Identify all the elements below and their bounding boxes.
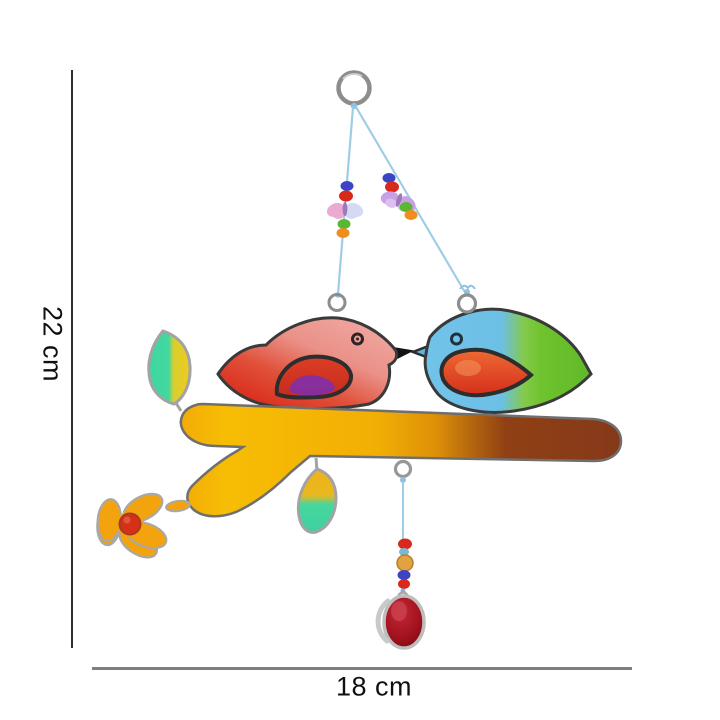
string-knot — [464, 289, 470, 295]
bead — [339, 190, 353, 202]
right-string-beads — [380, 173, 418, 220]
bead — [340, 181, 354, 191]
butterfly-bead — [326, 202, 364, 219]
upper-leaf — [147, 329, 192, 412]
branch — [179, 402, 623, 518]
bead — [404, 210, 418, 220]
bead — [397, 570, 411, 580]
left-bird-pupil — [356, 337, 359, 341]
bead — [398, 538, 412, 550]
flower-stem — [165, 499, 191, 513]
butterfly-wing — [332, 210, 345, 219]
left-bird-wing-purple — [289, 375, 335, 396]
right-bird-wing-highlight — [455, 360, 481, 376]
bead — [382, 173, 396, 183]
flower-center-glint — [123, 516, 131, 524]
string-bow — [459, 284, 476, 290]
butterfly-wing — [345, 210, 358, 219]
pendant-loop — [393, 459, 413, 479]
right-bird-eye — [450, 332, 463, 346]
bead — [337, 219, 351, 229]
leaf — [296, 467, 338, 534]
butterfly-body — [342, 202, 348, 216]
width-dimension-label: 18 cm — [335, 671, 413, 702]
bead — [396, 554, 414, 572]
left-string-beads — [326, 181, 364, 238]
bead — [398, 579, 410, 589]
pendant — [375, 459, 426, 650]
drop-silver-rim — [375, 598, 391, 644]
flower-center — [118, 512, 142, 536]
lower-leaf — [296, 457, 338, 534]
ring-glint — [342, 73, 363, 80]
width-dimension-line — [92, 667, 632, 670]
butterfly-body — [395, 193, 403, 207]
string-knot — [400, 477, 406, 483]
flower — [96, 492, 191, 559]
bead — [385, 181, 399, 193]
leaf-stem — [174, 402, 183, 412]
right-bird-hanging-loop — [456, 293, 478, 314]
left-bird — [216, 292, 415, 411]
bead — [336, 228, 350, 238]
left-bird-eye — [351, 332, 364, 346]
bead — [399, 202, 413, 212]
right-bird — [409, 284, 593, 414]
bead — [399, 548, 409, 556]
height-dimension-line — [71, 70, 73, 648]
drop-highlight — [391, 601, 407, 621]
height-dimension-label: 22 cm — [37, 305, 68, 383]
hanging-ring — [336, 70, 372, 110]
butterfly-wing — [385, 198, 397, 208]
left-bird-hanging-loop — [327, 293, 347, 312]
leaf — [147, 329, 192, 406]
